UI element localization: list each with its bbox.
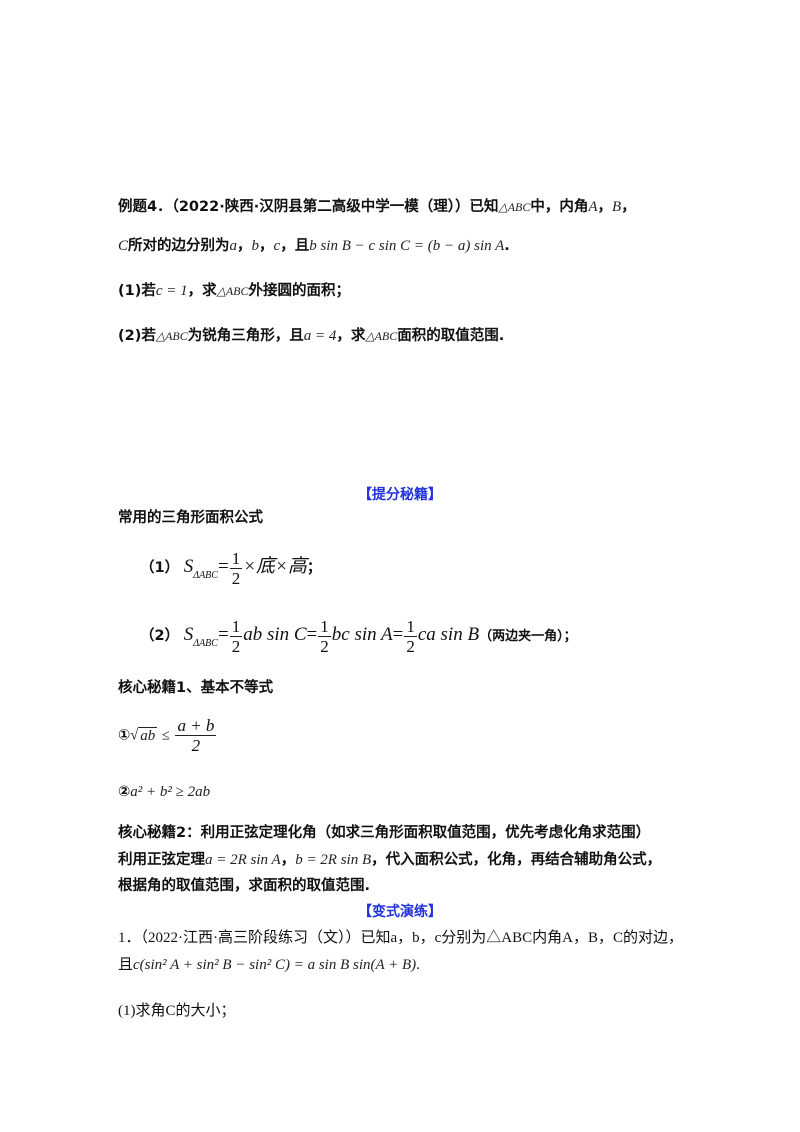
math-a: a: [229, 238, 238, 254]
text: ，求: [336, 328, 366, 344]
example-source: 例题4．（2022·陕西·汉阴县第二高级中学一模（理））已知: [118, 199, 499, 215]
text: 所对的边分别为: [128, 238, 230, 254]
label: ②: [118, 784, 131, 800]
text: ；: [306, 560, 322, 576]
label: （2）: [140, 628, 180, 644]
math-sqrt-ab: ab: [138, 726, 158, 744]
example-line-1: 例题4．（2022·陕西·汉阴县第二高级中学一模（理））已知△ABC中，内角A，…: [118, 197, 636, 217]
text: ，: [597, 199, 613, 215]
denominator: 2: [320, 636, 329, 656]
text: ，: [621, 199, 636, 215]
text: .: [416, 957, 420, 973]
tips-heading: 常用的三角形面积公式: [118, 510, 263, 526]
text: ，: [259, 238, 274, 254]
math-subscript: ΔABC: [193, 638, 218, 649]
math-term: ca sin B: [417, 624, 480, 645]
text: ，: [280, 238, 295, 254]
math-b: b: [251, 238, 260, 254]
text: 且: [294, 238, 310, 254]
sqrt-sign-icon: √: [130, 727, 139, 744]
practice-1-line-1: 1．（2022·江西·高三阶段练习（文））已知a，b，c分别为△ABC内角A，B…: [118, 930, 683, 946]
core-tip-2-line-2: 利用正弦定理a = 2R sin A，b = 2R sin B，代入面积公式，化…: [118, 850, 661, 870]
label: （1）: [140, 560, 180, 576]
formula-2: （2） SΔABC= 1 2 ab sin C= 1 2 bc sin A= 1 2 ca sin…: [140, 616, 577, 663]
math-B: B: [612, 199, 622, 215]
math-triangle: △ABC: [155, 329, 188, 343]
formula-1: （1） SΔABC= 1 2 ×底×高；: [140, 548, 321, 595]
math-sine-rule-a: a = 2R sin A: [205, 852, 281, 868]
math-condition: b sin B − c sin C = (b − a) sin A: [309, 238, 505, 254]
label: ①: [118, 727, 131, 744]
math-subscript: ΔABC: [193, 570, 218, 581]
math-triangle: △ABC: [365, 329, 398, 343]
math-term: ab sin C: [243, 624, 307, 645]
text: 中，内角: [530, 199, 589, 215]
math-term: bc sin A: [331, 624, 393, 645]
core-tip-2-line-3: 根据角的取值范围，求面积的取值范围.: [118, 878, 371, 894]
question-1: (1)若c = 1，求△ABC外接圆的面积；: [118, 281, 350, 301]
question-2: (2)若△ABC为锐角三角形，且a = 4，求△ABC面积的取值范围.: [118, 326, 504, 346]
math-eq: =: [306, 624, 318, 645]
denominator: 2: [191, 736, 201, 755]
denominator: 2: [231, 636, 241, 656]
text: 利用正弦定理: [118, 852, 205, 868]
text: ，求: [187, 283, 217, 299]
math-eq: =: [217, 556, 229, 577]
math-S: S: [183, 556, 194, 577]
denominator: 2: [231, 568, 241, 588]
math-eq: =: [217, 624, 229, 645]
text: .: [504, 238, 510, 254]
math-sine-rule-b: b = 2R sin B: [295, 852, 372, 868]
math-c-eq-1: c = 1: [155, 283, 188, 299]
text: ，: [237, 238, 252, 254]
math-le: ≤: [161, 727, 170, 744]
numerator: 1: [404, 616, 417, 637]
numerator: a + b: [175, 716, 217, 736]
text: （两边夹一角）；: [479, 629, 577, 644]
practice-1-question-1: (1)求角C的大小；: [118, 1003, 236, 1019]
math-base-height: ×底×高: [243, 556, 307, 577]
math-equation: c(sin² A + sin² B − sin² C) = a sin B si…: [133, 957, 417, 973]
math-c: c: [273, 238, 281, 254]
math-C: C: [118, 238, 129, 254]
core-tip-1: 核心秘籍1、基本不等式: [118, 680, 274, 696]
tips-title: 【提分秘籍】: [358, 487, 442, 503]
math-eq: =: [392, 624, 404, 645]
math-inequality: a² + b² ≥ 2ab: [130, 784, 211, 800]
text: 且: [118, 957, 134, 973]
denominator: 2: [406, 636, 415, 656]
practice-1-line-2: 且c(sin² A + sin² B − sin² C) = a sin B s…: [118, 955, 420, 975]
text: ，代入面积公式，化角，再结合辅助角公式，: [371, 852, 662, 868]
numerator: 1: [229, 548, 243, 569]
core-tip-2: 核心秘籍2：利用正弦定理化角（如求三角形面积取值范围，优先考虑化角求范围）: [118, 825, 651, 841]
text: 为锐角三角形，且: [187, 328, 304, 344]
practice-title: 【变式演练】: [358, 904, 442, 920]
text: 面积的取值范围.: [397, 328, 505, 344]
math-S: S: [183, 624, 194, 645]
text: (1)若: [118, 283, 156, 299]
text: ，: [280, 852, 296, 868]
numerator: 1: [229, 616, 243, 637]
inequality-2: ②a² + b² ≥ 2ab: [118, 782, 210, 802]
numerator: 1: [318, 616, 331, 637]
example-line-2: C所对的边分别为a，b，c，且b sin B − c sin C = (b − …: [118, 236, 510, 256]
math-triangle: △ABC: [498, 200, 531, 214]
text: (2)若: [118, 328, 156, 344]
math-a-eq-4: a = 4: [303, 328, 337, 344]
math-triangle: △ABC: [216, 284, 249, 298]
math-A: A: [588, 199, 598, 215]
text: 外接圆的面积；: [248, 283, 351, 299]
